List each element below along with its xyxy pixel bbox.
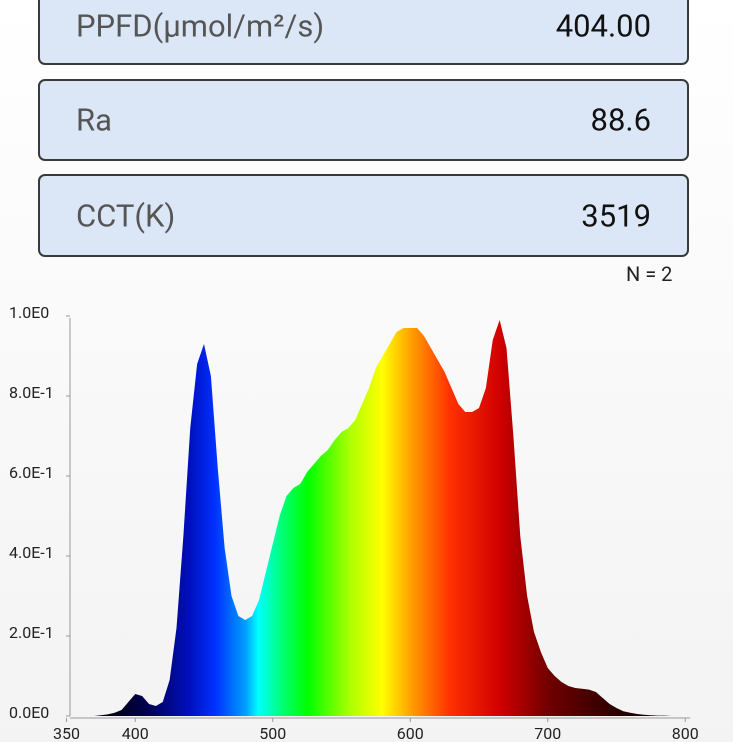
x-tick-label: 700 (534, 724, 561, 742)
y-tick-label: 4.0E-1 (9, 543, 54, 562)
y-tick-label: 0.0E0 (9, 703, 49, 722)
y-tick-label: 6.0E-1 (9, 463, 54, 482)
y-tick-label: 1.0E0 (9, 303, 49, 322)
reading-value: 3519 (581, 197, 651, 234)
y-tick-label: 2.0E-1 (9, 623, 54, 642)
reading-value: 404.00 (555, 7, 651, 45)
reading-value: 88.6 (590, 101, 651, 139)
reading-card: Ra 88.6 (38, 79, 689, 161)
x-tick-label: 600 (397, 724, 424, 742)
reading-label: Ra (76, 101, 112, 139)
x-tick-label: 800 (672, 724, 699, 742)
reading-card: PPFD(μmol/m²/s) 404.00 (38, 0, 689, 65)
y-tick-label: 8.0E-1 (9, 383, 54, 402)
x-tick-label: 500 (259, 724, 286, 742)
sample-count: N = 2 (626, 262, 673, 286)
reading-label: CCT(K) (76, 197, 176, 234)
reading-label: PPFD(μmol/m²/s) (76, 7, 325, 45)
spectrum-area (66, 320, 686, 716)
x-tick-label: 400 (122, 724, 149, 742)
reading-card: CCT(K) 3519 (38, 174, 689, 257)
x-tick-label: 350 (53, 724, 80, 742)
